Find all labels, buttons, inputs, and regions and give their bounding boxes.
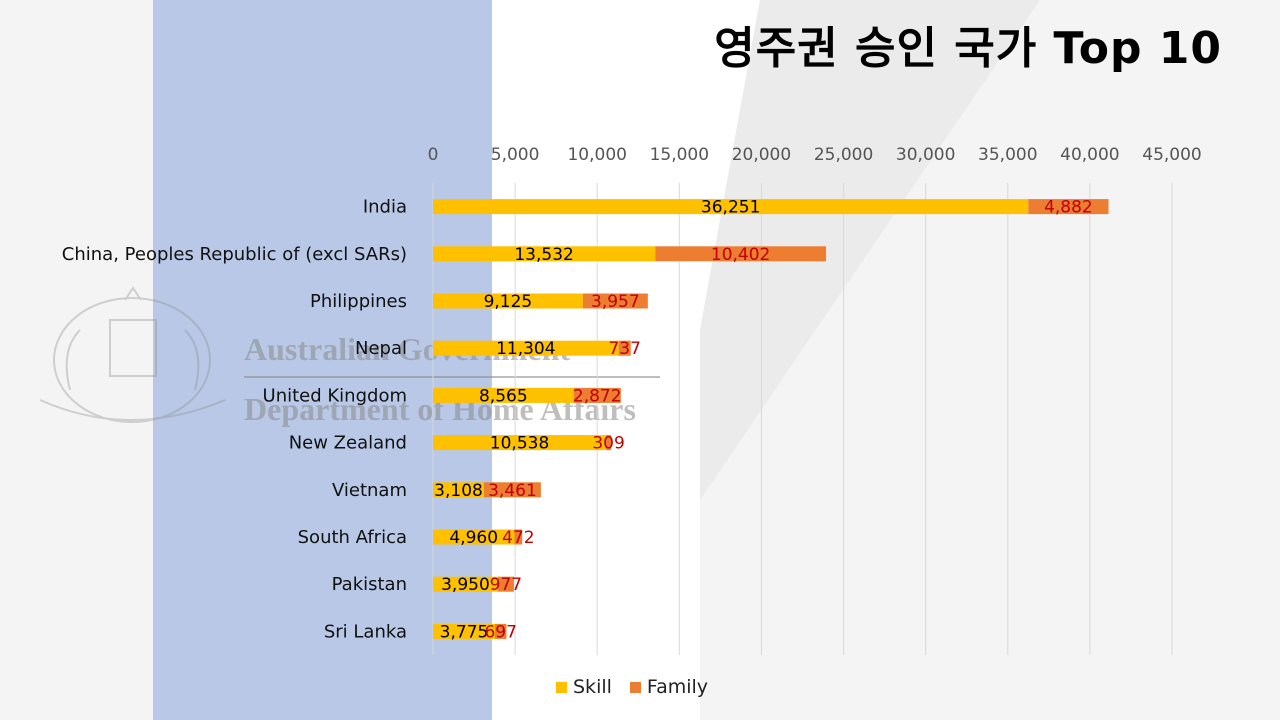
x-tick-label: 15,000 <box>650 145 709 165</box>
data-label-skill: 3,950 <box>441 575 490 595</box>
data-label-family: 2,872 <box>573 386 622 406</box>
data-label-family: 10,402 <box>711 245 770 265</box>
data-label-skill: 11,304 <box>496 339 555 359</box>
data-label-family: 4,882 <box>1044 198 1093 218</box>
bar-family <box>1028 199 1109 215</box>
skill-swatch <box>556 681 567 693</box>
x-tick-label: 10,000 <box>567 145 626 165</box>
data-label-family: 977 <box>490 575 522 595</box>
bar-skill <box>433 293 583 309</box>
category-label: Nepal <box>355 338 407 359</box>
data-label-family: 472 <box>502 528 534 548</box>
category-label: New Zealand <box>289 433 407 454</box>
data-label-skill: 13,532 <box>514 245 573 265</box>
category-label: South Africa <box>298 527 407 548</box>
bar-family <box>618 340 631 356</box>
gridlines <box>432 183 1173 655</box>
bar-skill <box>433 482 485 498</box>
data-label-skill: 8,565 <box>479 386 528 406</box>
bar-family <box>494 623 507 639</box>
category-label: Pakistan <box>332 574 407 595</box>
bar-skill <box>433 529 515 545</box>
bg-gray-diag <box>700 0 1040 500</box>
category-label: Sri Lanka <box>324 621 407 642</box>
data-labels: 36,251 4,882 13,532 10,402 9,125 3,957 11,304 7… <box>434 198 1093 643</box>
legend-item-skill: Skill <box>556 676 612 698</box>
bar-skill <box>433 435 607 451</box>
bar-skill <box>433 340 619 356</box>
data-label-skill: 36,251 <box>701 198 760 218</box>
legend-label-skill: Skill <box>573 676 612 698</box>
bar-family <box>582 293 648 309</box>
bg-gray-left <box>0 0 153 720</box>
category-label: Philippines <box>310 291 407 312</box>
bar-skill <box>433 387 574 403</box>
x-tick-label: 30,000 <box>896 145 955 165</box>
bar-skill <box>433 199 1029 215</box>
category-labels: India China, Peoples Republic of (excl SA… <box>62 197 407 643</box>
data-label-family: 697 <box>484 622 516 642</box>
bar-family <box>655 246 827 262</box>
data-label-skill: 10,538 <box>490 434 549 454</box>
bar-family <box>573 387 621 403</box>
data-label-family: 3,957 <box>591 292 640 312</box>
data-label-skill: 3,108 <box>434 481 483 501</box>
bar-family <box>484 482 541 498</box>
data-label-skill: 4,960 <box>449 528 498 548</box>
bars <box>433 199 1109 639</box>
category-label: China, Peoples Republic of (excl SARs) <box>62 244 407 265</box>
bar-family <box>606 435 612 451</box>
bar-skill <box>433 576 498 592</box>
data-label-family: 3,461 <box>488 481 537 501</box>
x-tick-label: 45,000 <box>1142 145 1201 165</box>
x-tick-label: 25,000 <box>814 145 873 165</box>
legend-label-family: Family <box>646 676 709 698</box>
family-swatch <box>629 681 641 693</box>
data-label-family: 309 <box>592 434 624 454</box>
category-label: Vietnam <box>332 480 407 501</box>
x-tick-label: 5,000 <box>491 145 540 165</box>
x-axis-ticks: 0 5,000 10,000 15,000 20,000 25,000 30,000 35,0… <box>428 145 1202 165</box>
x-tick-label: 0 <box>428 145 439 165</box>
data-label-skill: 9,125 <box>484 292 533 312</box>
page-title: 영주권 승인 국가 Top 10 <box>714 23 1222 74</box>
coat-of-arms-icon <box>39 286 226 423</box>
bar-family <box>514 529 523 545</box>
bar-skill <box>433 246 656 262</box>
data-label-family: 737 <box>608 339 640 359</box>
blue-panel <box>153 0 492 720</box>
legend: Skill Family <box>556 676 708 698</box>
bar-skill <box>433 623 495 639</box>
category-label: India <box>363 197 407 218</box>
x-tick-label: 20,000 <box>732 145 791 165</box>
x-tick-label: 40,000 <box>1060 145 1119 165</box>
category-label: United Kingdom <box>263 385 407 406</box>
data-label-skill: 3,775 <box>440 622 489 642</box>
bar-family <box>497 576 514 592</box>
legend-item-family: Family <box>629 676 709 698</box>
x-tick-label: 35,000 <box>978 145 1037 165</box>
